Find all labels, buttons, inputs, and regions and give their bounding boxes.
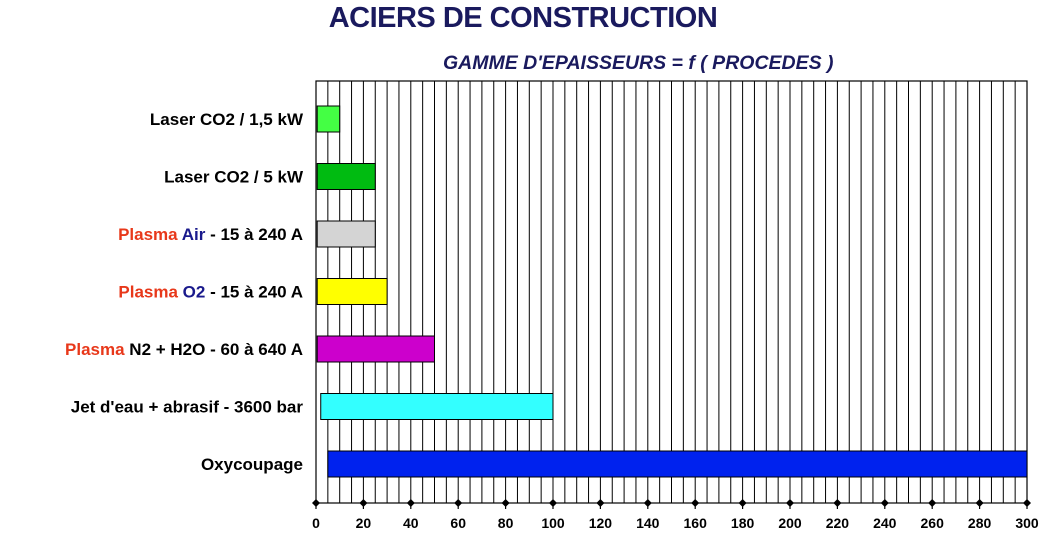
x-tick-marker (1023, 499, 1031, 507)
category-label: Plasma N2 + H2O - 60 à 640 A (65, 340, 303, 359)
x-tick-label: 40 (403, 515, 419, 531)
x-tick-label: 260 (921, 515, 945, 531)
category-label: Plasma Air - 15 à 240 A (118, 225, 303, 244)
category-label: Laser CO2 / 5 kW (164, 168, 304, 187)
x-tick-label: 200 (778, 515, 802, 531)
x-tick-marker (549, 499, 557, 507)
bar (316, 278, 388, 305)
bar-group (316, 105, 1028, 478)
x-tick-marker (501, 499, 510, 507)
x-tick-marker (406, 499, 415, 507)
x-tick-marker (975, 499, 984, 507)
x-axis: 0 20 40 60 80 100 120 140 160 180 200 220 240 260 280 3… (312, 499, 1039, 531)
category-label-segment: - 15 à 240 A (205, 225, 303, 244)
x-tick-marker (691, 499, 700, 507)
category-label-segment: Air (178, 225, 206, 244)
chart-subtitle: GAMME D'EPAISSEURS = f ( PROCEDES ) (443, 52, 834, 74)
bar (320, 393, 554, 420)
x-tick-label: 160 (684, 515, 708, 531)
x-tick-label: 280 (968, 515, 992, 531)
x-tick-label: 0 (312, 515, 320, 531)
category-label-segment: - 15 à 240 A (205, 283, 303, 302)
category-label: Laser CO2 / 1,5 kW (150, 110, 304, 129)
category-label: Plasma O2 - 15 à 240 A (118, 283, 303, 302)
bar (327, 450, 1028, 478)
bar (316, 163, 376, 190)
x-tick-marker (786, 499, 794, 507)
bar (316, 335, 435, 363)
x-tick-label: 240 (873, 515, 897, 531)
category-label-segment: Laser CO2 / 1,5 kW (150, 110, 304, 129)
category-label-segment: Plasma (118, 283, 178, 302)
category-label-segment: Jet d'eau + abrasif - 3600 bar (71, 398, 304, 417)
x-tick-label: 300 (1015, 515, 1039, 531)
x-tick-marker (833, 499, 842, 507)
x-tick-label: 180 (731, 515, 755, 531)
chart-title: ACIERS DE CONSTRUCTION (328, 2, 718, 34)
x-tick-marker (738, 499, 747, 507)
category-label: Jet d'eau + abrasif - 3600 bar (71, 398, 304, 417)
category-label-segment: O2 (178, 283, 205, 302)
x-tick-marker (359, 499, 368, 507)
grid-lines (315, 80, 1028, 504)
x-tick-label: 60 (450, 515, 466, 531)
x-tick-marker (312, 499, 320, 507)
category-labels: Laser CO2 / 1,5 kW Laser CO2 / 5 kW Plasma… (65, 110, 304, 474)
category-label-segment: Plasma (65, 340, 125, 359)
category-label-segment: N2 + H2O - 60 à 640 A (125, 340, 303, 359)
x-tick-label: 80 (498, 515, 514, 531)
x-tick-marker (643, 499, 652, 507)
bar (316, 220, 376, 248)
category-label-segment: Laser CO2 / 5 kW (164, 168, 304, 187)
x-tick-marker (596, 499, 605, 507)
category-label-segment: Oxycoupage (201, 455, 303, 474)
x-tick-label: 220 (826, 515, 850, 531)
category-label-segment: Plasma (118, 225, 178, 244)
category-label: Oxycoupage (201, 455, 303, 474)
x-tick-label: 20 (356, 515, 372, 531)
x-tick-marker (928, 499, 937, 507)
bar (316, 105, 341, 133)
x-tick-label: 120 (589, 515, 613, 531)
x-tick-label: 100 (541, 515, 565, 531)
x-tick-marker (880, 499, 889, 507)
x-tick-label: 140 (636, 515, 660, 531)
x-tick-marker (454, 499, 463, 507)
